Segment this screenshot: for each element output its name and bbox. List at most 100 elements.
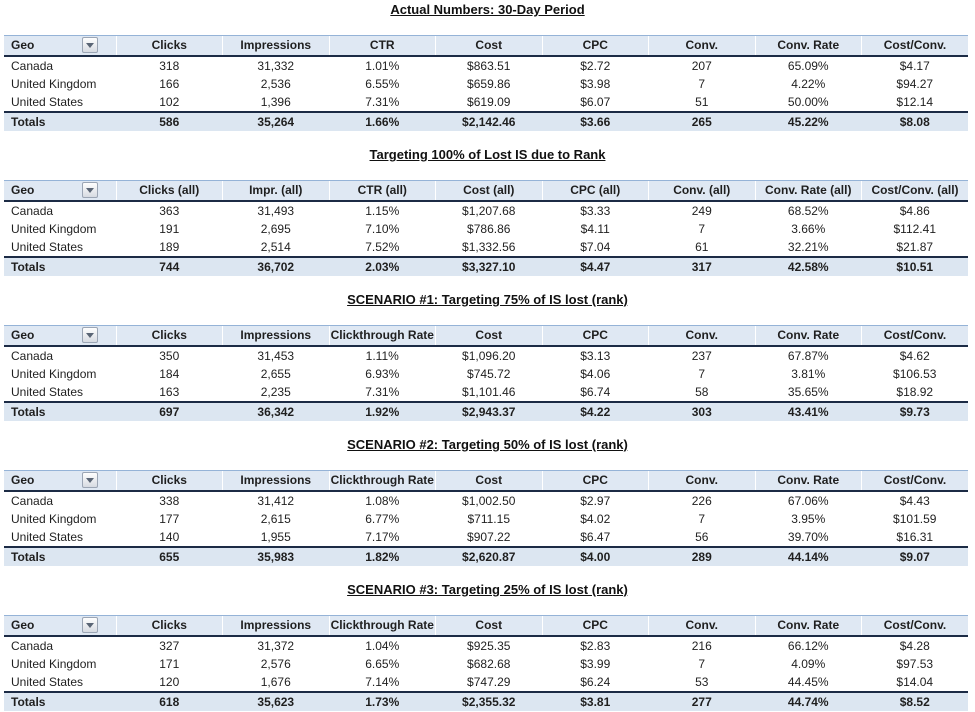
table-row: Canada 350 31,453 1.11% $1,096.20 $3.13 237 67.… — [4, 346, 968, 365]
cell: 66.12% — [787, 639, 829, 653]
column-header: CTR (all) — [328, 180, 436, 202]
cell: 31,372 — [257, 639, 295, 653]
table-title: SCENARIO #2: Targeting 50% of IS lost (r… — [0, 435, 975, 453]
column-header-label: Cost/Conv. — [883, 618, 947, 632]
cell: 7.17% — [365, 530, 400, 544]
column-header: Conv. (all) — [648, 180, 755, 202]
cell: 4.22% — [791, 77, 826, 91]
column-header: Cost/Conv. — [861, 470, 968, 492]
cell: 53 — [695, 675, 709, 689]
cell: 2,536 — [260, 77, 291, 91]
geo-filter-dropdown-button[interactable] — [81, 617, 98, 633]
totals-cell: $4.22 — [542, 401, 649, 421]
column-header-label: Conv. — [685, 38, 718, 52]
metrics-table: Geo Clicks Impressions Clickthrough Rate Cos… — [4, 325, 968, 421]
cell-geo: United States — [11, 95, 84, 109]
table-row: United States 189 2,514 7.52% $1,332.56 $7.04… — [4, 238, 968, 257]
cell: $21.87 — [896, 240, 934, 254]
cell: 6.77% — [365, 512, 400, 526]
cell: $4.17 — [899, 59, 930, 73]
cell: $16.31 — [896, 530, 934, 544]
totals-row: Totals 697 36,342 1.92% $2,943.37 $4.22 303 43.… — [4, 401, 968, 421]
table-row: United Kingdom 177 2,615 6.77% $711.15 $4.02 7… — [4, 510, 968, 528]
totals-cell-geo: Totals — [4, 401, 116, 421]
totals-cell: $8.52 — [861, 691, 968, 711]
cell: 207 — [691, 59, 712, 73]
table-body: Canada 338 31,412 1.08% $1,002.50 $2.97 226 67.… — [4, 491, 968, 566]
column-header-label: CPC — [582, 328, 608, 342]
table-title: SCENARIO #1: Targeting 75% of IS lost (r… — [0, 290, 975, 308]
geo-filter-dropdown-button[interactable] — [81, 327, 98, 343]
column-header-label: Conv. — [685, 473, 718, 487]
header-row: Geo Clicks Impressions CTR Cost CPC Conv. Conv.… — [4, 35, 968, 57]
table-title: Actual Numbers: 30-Day Period — [0, 0, 975, 18]
column-header-label: Clicks (all) — [139, 183, 200, 197]
cell: $4.28 — [899, 639, 930, 653]
cell: 31,332 — [257, 59, 295, 73]
cell: $863.51 — [467, 59, 511, 73]
cell: 58 — [695, 385, 709, 399]
cell: $6.47 — [580, 530, 611, 544]
column-header: Conv. — [648, 325, 755, 347]
table-row: United States 102 1,396 7.31% $619.09 $6.07 51… — [4, 93, 968, 112]
cell: 44.45% — [787, 675, 829, 689]
column-header-label: Geo — [11, 183, 35, 197]
totals-cell: 277 — [648, 691, 755, 711]
column-header-label: Conv. Rate — [777, 618, 840, 632]
column-header-label: Conv. Rate — [777, 38, 840, 52]
column-header-label: Clicks — [151, 38, 187, 52]
column-header: Cost — [435, 615, 542, 637]
geo-filter-dropdown-button[interactable] — [81, 37, 98, 53]
report-section: Actual Numbers: 30-Day Period Geo Clicks I… — [0, 0, 975, 145]
totals-cell: 44.74% — [755, 691, 862, 711]
column-header-label: Conv. — [685, 328, 718, 342]
table-title-text: Targeting 100% of Lost IS due to Rank — [369, 147, 606, 162]
geo-filter-dropdown-button[interactable] — [81, 182, 98, 198]
cell: 171 — [159, 657, 180, 671]
column-header-label: Conv. — [685, 618, 718, 632]
cell: 1.01% — [365, 59, 400, 73]
table-row: Canada 318 31,332 1.01% $863.51 $2.72 207 65.09… — [4, 56, 968, 75]
cell: 1,396 — [260, 95, 291, 109]
totals-cell: $2,620.87 — [435, 546, 542, 566]
column-header-label: Conv. Rate — [777, 473, 840, 487]
cell: 6.93% — [365, 367, 400, 381]
table-title-text: Actual Numbers: 30-Day Period — [390, 2, 585, 17]
cell: 216 — [691, 639, 712, 653]
column-header-label: Cost — [475, 618, 503, 632]
cell: $1,332.56 — [462, 240, 516, 254]
cell: 1.11% — [365, 349, 399, 363]
cell: 7 — [698, 512, 706, 526]
cell: $1,207.68 — [462, 204, 516, 218]
table-body: Canada 327 31,372 1.04% $925.35 $2.83 216 66.12… — [4, 636, 968, 711]
column-header-label: Conv. Rate (all) — [765, 183, 852, 197]
column-header-label: Geo — [11, 328, 35, 342]
report-section: Targeting 100% of Lost IS due to Rank Ge… — [0, 145, 975, 290]
cell-geo: United Kingdom — [11, 657, 97, 671]
totals-cell: 35,623 — [222, 691, 329, 711]
cell: 31,453 — [257, 349, 295, 363]
cell-geo: Canada — [11, 204, 54, 218]
cell: $4.11 — [580, 222, 610, 236]
geo-filter-dropdown-button[interactable] — [81, 472, 98, 488]
column-header: Clicks (all) — [115, 180, 223, 202]
cell: $4.06 — [580, 367, 611, 381]
cell: $2.83 — [580, 639, 611, 653]
totals-cell-geo: Totals — [4, 111, 116, 131]
totals-cell: 43.41% — [755, 401, 862, 421]
table-row: Canada 338 31,412 1.08% $1,002.50 $2.97 226 67.… — [4, 491, 968, 510]
totals-cell-geo: Totals — [4, 691, 116, 711]
totals-cell: 618 — [116, 691, 223, 711]
cell: $682.68 — [467, 657, 511, 671]
cell: 350 — [159, 349, 180, 363]
cell: $6.07 — [580, 95, 611, 109]
cell: 1,955 — [260, 530, 291, 544]
column-header: Cost/Conv. — [861, 325, 968, 347]
table-row: United States 163 2,235 7.31% $1,101.46 $6.74… — [4, 383, 968, 402]
cell: 56 — [695, 530, 709, 544]
column-header: Impr. (all) — [222, 180, 329, 202]
cell: $7.04 — [580, 240, 611, 254]
chevron-down-icon — [85, 42, 94, 48]
totals-cell-geo: Totals — [4, 256, 116, 276]
column-header: Conv. — [648, 470, 755, 492]
